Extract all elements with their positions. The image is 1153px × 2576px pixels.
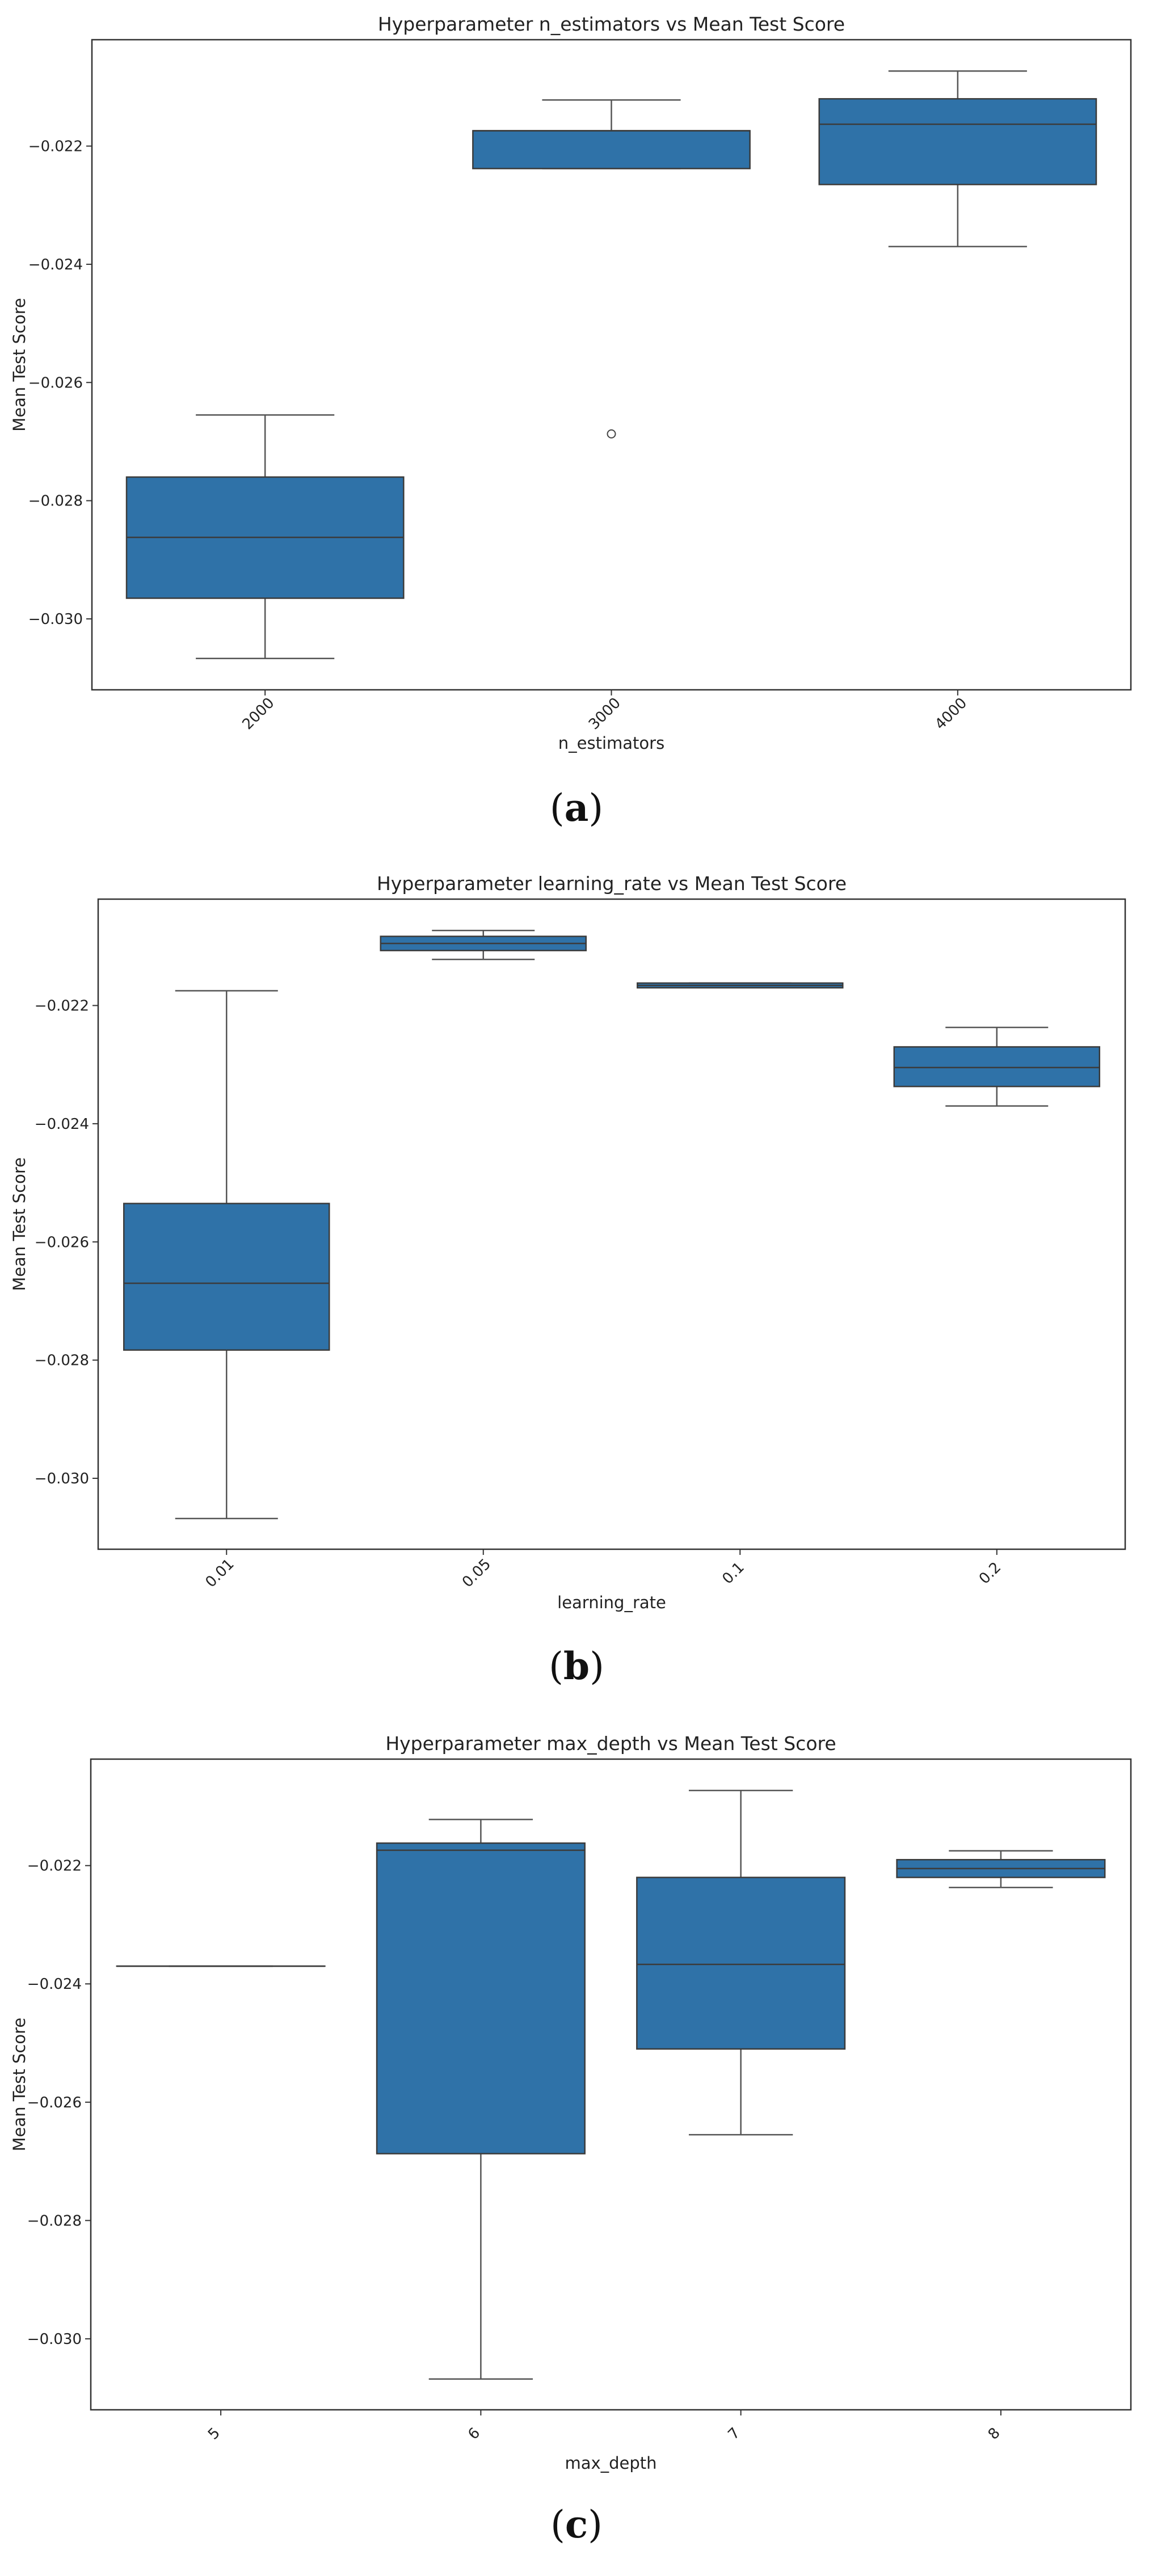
x-tick-label: 5 — [205, 2425, 224, 2443]
x-axis-label: max_depth — [565, 2453, 657, 2473]
y-tick-label: −0.024 — [35, 1116, 89, 1133]
chart-title: Hyperparameter max_depth vs Mean Test Sc… — [385, 1732, 836, 1755]
caption-c: (c) — [550, 2502, 603, 2547]
y-tick-label: −0.028 — [35, 1352, 89, 1369]
panel-b: Hyperparameter learning_rate vs Mean Tes… — [0, 858, 1153, 1717]
x-tick-label: 2000 — [239, 694, 278, 733]
iqr-box — [472, 130, 751, 170]
iqr-box — [636, 1877, 846, 2050]
y-axis-label: Mean Test Score — [10, 298, 29, 432]
y-tick-label: −0.022 — [28, 138, 83, 155]
iqr-box — [123, 1203, 330, 1351]
x-tick-label: 0.2 — [976, 1559, 1004, 1587]
y-tick-label: −0.024 — [27, 1976, 82, 1993]
y-tick-label: −0.028 — [27, 2212, 82, 2229]
y-tick-label: −0.024 — [28, 256, 83, 273]
plot-frame — [90, 1758, 1132, 2411]
box-3000 — [472, 99, 751, 439]
x-tick-label: 6 — [465, 2425, 483, 2443]
chart-title: Hyperparameter n_estimators vs Mean Test… — [378, 13, 845, 35]
box-0.01 — [123, 990, 330, 1520]
y-tick-label: −0.028 — [28, 493, 83, 510]
y-tick-label: −0.030 — [27, 2331, 82, 2348]
y-tick-label: −0.026 — [35, 1234, 89, 1251]
box-7 — [636, 1790, 846, 2136]
box-0.1 — [637, 982, 844, 989]
x-tick-label: 3000 — [586, 694, 624, 733]
iqr-box — [893, 1046, 1100, 1087]
x-tick-label: 4000 — [932, 694, 970, 733]
box-0.2 — [893, 1026, 1100, 1107]
iqr-box — [818, 98, 1097, 185]
y-axis-label: Mean Test Score — [10, 1157, 29, 1291]
outlier-point — [607, 429, 616, 439]
x-axis-label: learning_rate — [557, 1593, 666, 1612]
plot-frame — [97, 898, 1126, 1550]
box-plot-chart-2: Hyperparameter max_depth vs Mean Test Sc… — [10, 1732, 1132, 2473]
x-tick-label: 0.1 — [719, 1559, 747, 1587]
box-plot-chart-1: Hyperparameter learning_rate vs Mean Tes… — [10, 872, 1126, 1612]
y-tick-label: −0.030 — [28, 611, 83, 628]
box-0.05 — [380, 929, 587, 960]
x-tick-label: 7 — [725, 2425, 744, 2443]
iqr-box — [376, 1842, 586, 2155]
box-6 — [376, 1819, 586, 2380]
y-tick-label: −0.026 — [27, 2094, 82, 2111]
box-4000 — [818, 70, 1097, 247]
y-tick-label: −0.022 — [27, 1858, 82, 1875]
caption-b: (b) — [549, 1644, 604, 1688]
x-axis-label: n_estimators — [558, 733, 664, 753]
panel-a: Hyperparameter n_estimators vs Mean Test… — [0, 0, 1153, 858]
x-tick-label: 0.05 — [459, 1555, 494, 1591]
chart-title: Hyperparameter learning_rate vs Mean Tes… — [377, 872, 847, 895]
y-tick-label: −0.026 — [28, 374, 83, 391]
box-8 — [896, 1850, 1106, 1888]
x-tick-label: 8 — [985, 2425, 1004, 2443]
box-2000 — [125, 414, 405, 660]
y-axis-label: Mean Test Score — [10, 2018, 29, 2152]
y-tick-label: −0.030 — [35, 1470, 89, 1487]
box-plot-chart-0: Hyperparameter n_estimators vs Mean Test… — [10, 13, 1132, 753]
y-tick-label: −0.022 — [35, 998, 89, 1015]
plot-frame — [91, 39, 1132, 691]
x-tick-label: 0.01 — [203, 1555, 238, 1591]
caption-a: (a) — [549, 786, 604, 830]
panel-c: Hyperparameter max_depth vs Mean Test Sc… — [0, 1717, 1153, 2575]
